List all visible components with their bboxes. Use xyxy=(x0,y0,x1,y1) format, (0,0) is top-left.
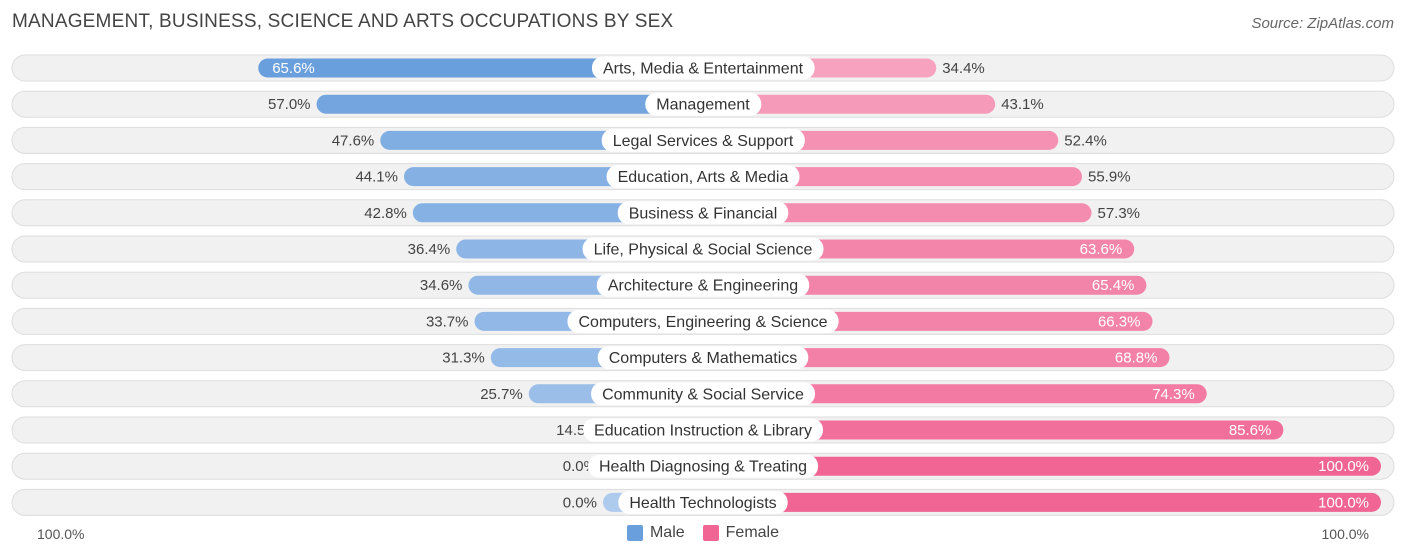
category-label-bg xyxy=(587,454,819,478)
bar-row[interactable]: 14.5% 85.6%Education Instruction & Librar… xyxy=(11,416,1395,444)
category-label: Health Diagnosing & Treating xyxy=(599,459,807,476)
female-bar xyxy=(703,275,1147,295)
female-value-label: 34.4% xyxy=(942,60,985,77)
category-label-bg xyxy=(583,418,823,442)
axis-left-label: 100.0% xyxy=(37,526,85,542)
female-value-label: 100.0% xyxy=(1318,458,1369,475)
category-label-bg xyxy=(591,56,815,80)
male-value-label: 65.6% xyxy=(272,60,315,77)
bar-row[interactable]: 65.6% 34.4% Arts, Media & Entertainment xyxy=(11,54,1395,82)
male-value-label: 33.7% xyxy=(426,313,469,330)
category-label-bg xyxy=(591,382,816,406)
female-value-label: 65.4% xyxy=(1092,277,1135,294)
female-value-label: 55.9% xyxy=(1088,169,1131,186)
bar-chart: 65.6% 34.4% Arts, Media & Entertainment 57.… xyxy=(11,54,1395,516)
bar-row[interactable]: 34.6% 65.4% Architecture & Engineering xyxy=(11,271,1395,299)
male-value-label: 42.8% xyxy=(364,205,407,222)
bar-row[interactable]: 25.7% 74.3% Community & Social Service xyxy=(11,380,1395,408)
category-label: Computers & Mathematics xyxy=(609,350,798,367)
category-label-bg xyxy=(645,92,762,116)
category-label: Life, Physical & Social Science xyxy=(594,242,813,259)
female-value-label: 43.1% xyxy=(1001,96,1044,113)
category-label: Community & Social Service xyxy=(602,386,804,403)
bar-row[interactable]: 47.6% 52.4% Legal Services & Support xyxy=(11,126,1395,154)
category-label-bg xyxy=(597,346,809,370)
legend-item-male[interactable]: Male xyxy=(626,524,685,542)
category-label: Management xyxy=(656,97,750,114)
male-value-label: 0.0% xyxy=(563,494,597,511)
legend-swatch-female xyxy=(702,525,719,541)
bar-row[interactable]: 42.8% 57.3% Business & Financial xyxy=(11,199,1395,227)
category-label-bg xyxy=(601,128,805,152)
male-value-label: 25.7% xyxy=(480,386,523,403)
female-value-label: 63.6% xyxy=(1080,241,1123,258)
female-value-label: 57.3% xyxy=(1097,205,1140,222)
category-label: Legal Services & Support xyxy=(613,133,794,150)
female-value-label: 74.3% xyxy=(1152,386,1195,403)
bar-row[interactable]: 44.1% 55.9% Education, Arts & Media xyxy=(11,163,1395,191)
female-bar xyxy=(703,456,1381,476)
category-label-bg xyxy=(617,201,789,225)
category-label-bg xyxy=(567,309,839,333)
bar-row[interactable]: 0.0% 100.0%Health Diagnosing & Treating xyxy=(11,452,1395,480)
category-label: Arts, Media & Entertainment xyxy=(603,61,804,78)
male-bar xyxy=(258,58,703,78)
source-label: Source: ZipAtlas.com xyxy=(1251,15,1394,32)
category-label-bg xyxy=(618,490,788,514)
bar-row[interactable]: 33.7% 66.3% Computers, Engineering & Scien… xyxy=(11,307,1395,335)
legend-swatch-male xyxy=(626,525,643,541)
female-bar xyxy=(703,420,1284,440)
female-bar xyxy=(703,384,1207,404)
male-value-label: 31.3% xyxy=(442,350,485,367)
bar-row[interactable]: 31.3% 68.8% Computers & Mathematics xyxy=(11,344,1395,372)
category-label: Architecture & Engineering xyxy=(608,278,798,295)
category-label-bg xyxy=(582,237,824,261)
category-label-bg xyxy=(596,273,810,297)
female-value-label: 52.4% xyxy=(1064,132,1107,149)
female-bar xyxy=(703,203,1092,223)
female-value-label: 68.8% xyxy=(1115,350,1158,367)
category-label: Education Instruction & Library xyxy=(594,423,812,440)
category-label: Computers, Engineering & Science xyxy=(578,314,827,331)
male-bar xyxy=(316,94,703,114)
category-label: Health Technologists xyxy=(629,495,776,512)
legend-item-female[interactable]: Female xyxy=(702,524,780,542)
female-bar xyxy=(703,94,996,114)
category-label: Business & Financial xyxy=(629,205,778,222)
category-label: Education, Arts & Media xyxy=(618,169,789,186)
male-value-label: 47.6% xyxy=(332,132,375,149)
legend: Male Female xyxy=(0,524,1406,542)
category-label-bg xyxy=(606,165,800,189)
axis-right-label: 100.0% xyxy=(1321,526,1369,542)
bar-row[interactable]: 0.0% 100.0% Health Technologists xyxy=(11,488,1395,516)
female-value-label: 66.3% xyxy=(1098,313,1141,330)
female-bar xyxy=(703,348,1170,368)
female-value-label: 85.6% xyxy=(1229,422,1272,439)
female-bar xyxy=(703,492,1381,512)
bar-row[interactable]: 36.4% 63.6% Life, Physical & Social Scienc… xyxy=(11,235,1395,263)
male-value-label: 36.4% xyxy=(408,241,451,258)
female-value-label: 100.0% xyxy=(1318,494,1369,511)
chart-title: MANAGEMENT, BUSINESS, SCIENCE AND ARTS O… xyxy=(12,11,674,32)
male-value-label: 44.1% xyxy=(355,169,398,186)
male-value-label: 57.0% xyxy=(268,96,311,113)
legend-label-female: Female xyxy=(725,524,780,541)
male-value-label: 34.6% xyxy=(420,277,463,294)
legend-label-male: Male xyxy=(649,524,685,541)
bar-row[interactable]: 57.0% 43.1% Management xyxy=(11,90,1395,118)
